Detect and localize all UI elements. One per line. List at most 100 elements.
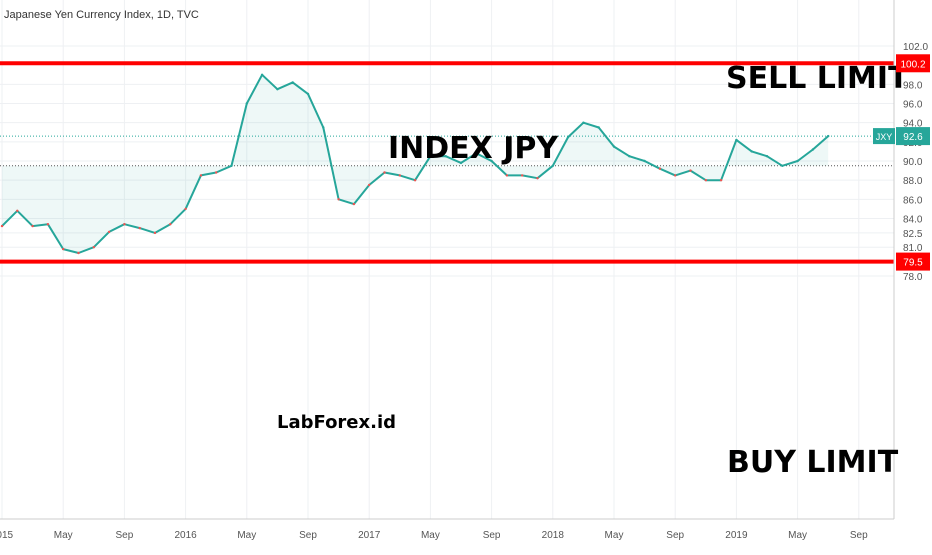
series-point xyxy=(92,246,96,249)
price-tick-label: 88.0 xyxy=(903,176,923,187)
series-point xyxy=(0,224,4,228)
price-tick-label: 94.0 xyxy=(903,119,923,130)
price-tick-label: 102.0 xyxy=(903,42,928,53)
price-tick-label: 81.0 xyxy=(903,243,923,254)
series-point xyxy=(322,126,325,129)
price-badges: 100.2 79.5 92.6 JXY xyxy=(873,54,930,271)
series-point xyxy=(612,145,616,148)
time-tick-label: May xyxy=(237,530,256,541)
series-point xyxy=(199,174,203,177)
series-point xyxy=(505,174,509,177)
time-tick-label: 2017 xyxy=(358,530,381,541)
series-point xyxy=(184,207,187,211)
series-point xyxy=(413,179,417,182)
series-point xyxy=(536,177,539,180)
series-point xyxy=(352,202,356,206)
symbol-tag xyxy=(873,128,895,145)
price-tick-label: 84.0 xyxy=(903,214,923,225)
price-tick-label: 78.0 xyxy=(903,272,923,283)
time-tick-label: Sep xyxy=(666,530,684,541)
series-point xyxy=(444,155,447,158)
sell-limit-annotation: SELL LIMIT xyxy=(726,61,909,96)
time-tick-label: May xyxy=(421,530,440,541)
series-point xyxy=(765,155,769,158)
series-point xyxy=(245,102,248,105)
time-tick-label: 2016 xyxy=(174,530,197,541)
series-point xyxy=(628,155,631,158)
series-point xyxy=(398,174,401,177)
index-label-annotation: INDEX JPY xyxy=(388,131,559,166)
time-tick-label: 2018 xyxy=(542,530,565,541)
series-point xyxy=(291,81,294,84)
series-point xyxy=(153,231,157,235)
series-point xyxy=(551,164,554,167)
time-tick-label: Sep xyxy=(850,530,868,541)
series-point xyxy=(429,155,432,158)
time-tick-label: Sep xyxy=(299,530,317,541)
series-point xyxy=(230,164,233,167)
price-tick-label: 90.0 xyxy=(903,157,923,168)
series-point xyxy=(597,126,600,129)
series-point xyxy=(582,121,585,124)
series-point xyxy=(643,159,646,163)
series-point xyxy=(459,161,463,165)
price-tick-label: 86.0 xyxy=(903,195,923,206)
series-point xyxy=(306,92,310,96)
time-tick-label: 2015 xyxy=(0,530,14,541)
chart-title: Japanese Yen Currency Index, 1D, TVC xyxy=(4,9,199,21)
time-tick-label: May xyxy=(54,530,73,541)
time-tick-label: 2019 xyxy=(725,530,748,541)
area-fills xyxy=(2,74,829,253)
price-tick-label: 96.0 xyxy=(903,100,923,111)
series-point xyxy=(811,148,815,151)
buy-limit-annotation: BUY LIMIT xyxy=(727,445,899,480)
series-point xyxy=(138,226,141,230)
series-point xyxy=(704,179,707,182)
current-price-badge xyxy=(896,127,930,146)
watermark-text: LabForex.id xyxy=(277,412,396,433)
series-point xyxy=(735,138,738,142)
time-tick-label: May xyxy=(788,530,807,541)
series-point xyxy=(368,183,371,187)
price-tick-label: 98.0 xyxy=(903,80,923,91)
series-point xyxy=(689,169,692,172)
price-tick-label: 82.5 xyxy=(903,229,923,240)
series-point xyxy=(521,174,524,177)
series-point xyxy=(383,171,386,174)
limit-price-badge-label: 79.5 xyxy=(903,258,923,269)
time-tick-label: May xyxy=(605,530,624,541)
series-point xyxy=(337,198,340,201)
series-point xyxy=(16,209,19,212)
series-point xyxy=(796,159,799,163)
series-point xyxy=(31,224,34,228)
series-lines xyxy=(0,73,894,255)
series-point xyxy=(719,179,723,182)
time-axis[interactable]: 2015 May Sep 2016 May Sep 2017 May Sep 2018 May Sep… xyxy=(0,530,868,541)
limit-price-badge xyxy=(896,54,930,73)
series-point xyxy=(46,223,50,226)
series-point xyxy=(750,150,753,153)
area-fill-above xyxy=(2,74,829,253)
series-point xyxy=(276,88,279,91)
series-point xyxy=(215,171,218,174)
series-point xyxy=(490,159,493,163)
series-point xyxy=(260,73,264,77)
series-point xyxy=(107,230,111,234)
time-tick-label: Sep xyxy=(483,530,501,541)
current-price-badge-label: 92.6 xyxy=(903,132,923,143)
symbol-tag-label: JXY xyxy=(876,132,893,142)
time-tick-label: Sep xyxy=(116,530,134,541)
series-point xyxy=(475,152,478,155)
series-point xyxy=(123,223,126,226)
series-point xyxy=(674,174,677,177)
grid-lines xyxy=(0,0,894,519)
limit-lines xyxy=(0,61,894,264)
series-point xyxy=(658,167,662,170)
series-point xyxy=(781,164,784,167)
series-point xyxy=(77,251,80,255)
series-point xyxy=(169,223,172,226)
limit-price-badge xyxy=(896,252,930,271)
series-point xyxy=(62,247,65,251)
